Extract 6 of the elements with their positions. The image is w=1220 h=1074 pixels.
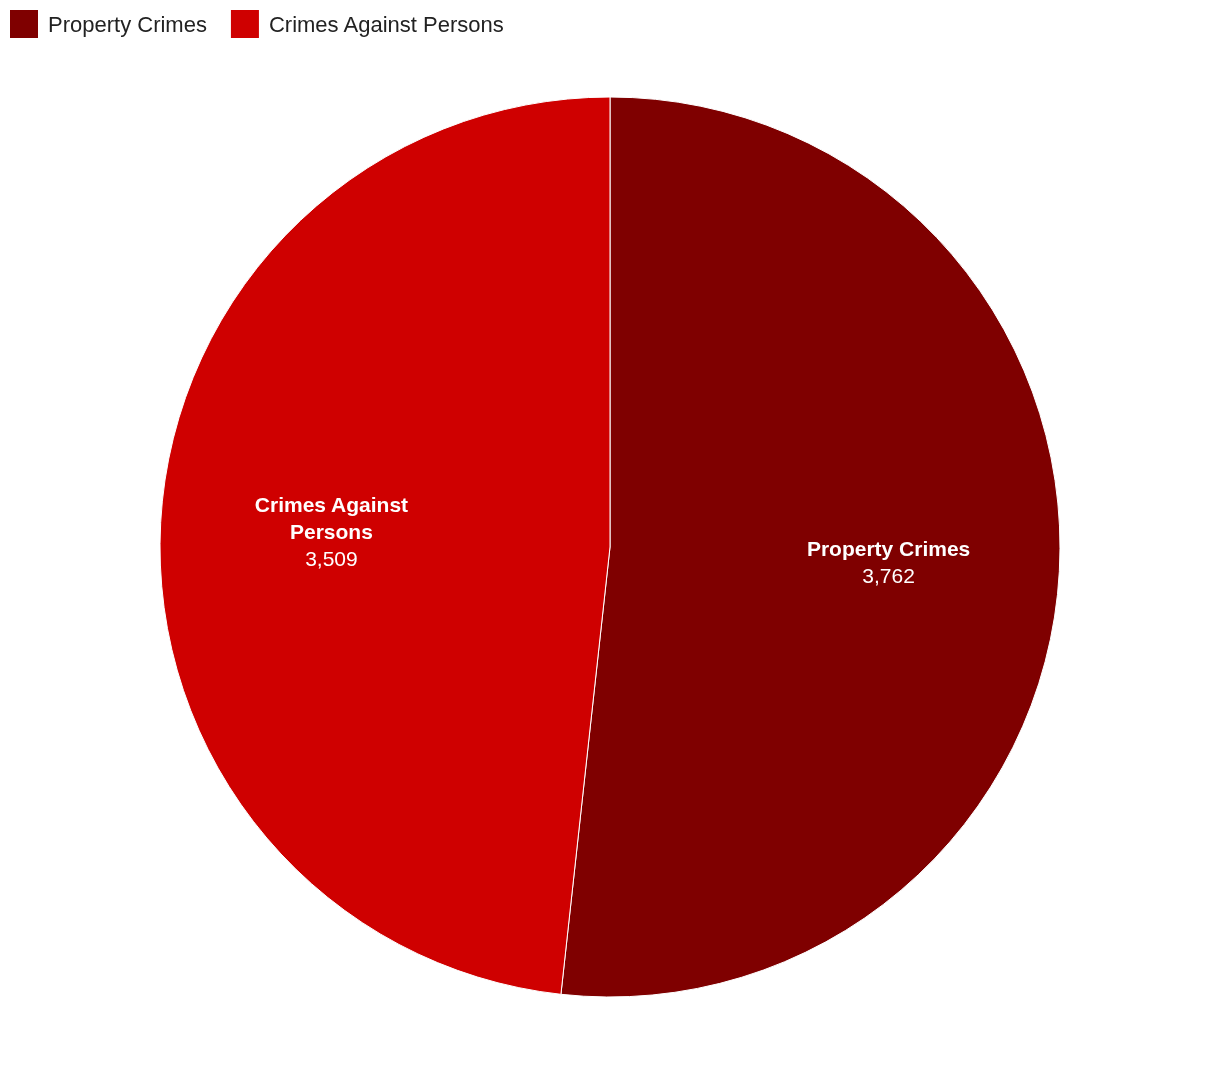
legend-label: Crimes Against Persons bbox=[268, 12, 504, 37]
data-label: 3,762 bbox=[862, 563, 915, 587]
slice-label: Crimes Against Persons bbox=[254, 492, 409, 543]
legend-label: Property Crimes bbox=[48, 12, 207, 37]
data-label: 3,509 bbox=[305, 546, 358, 570]
slice-label: Property Crimes bbox=[806, 536, 971, 560]
